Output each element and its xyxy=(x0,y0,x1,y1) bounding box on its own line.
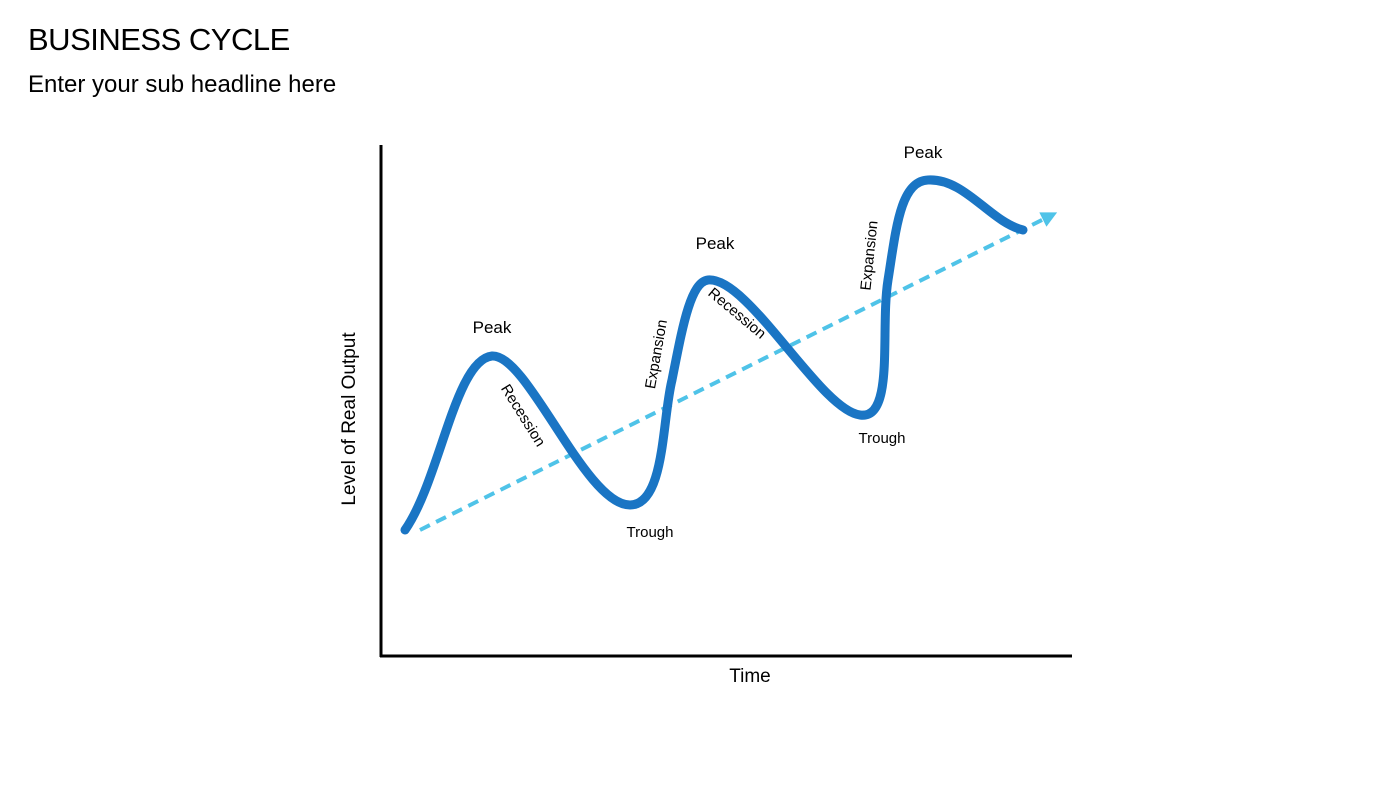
slide-subtitle: Enter your sub headline here xyxy=(28,71,337,98)
slide-title: BUSINESS CYCLE xyxy=(28,22,290,57)
expansion-label-1: Expansion xyxy=(642,318,671,390)
trough-label-1: Trough xyxy=(627,524,674,541)
expansion-label-2: Expansion xyxy=(857,220,881,291)
peak-label-1: Peak xyxy=(473,318,512,337)
y-axis-label: Level of Real Output xyxy=(339,332,360,506)
peak-label-3: Peak xyxy=(904,143,943,162)
trough-label-2: Trough xyxy=(859,430,906,447)
business-cycle-curve xyxy=(400,175,1028,535)
recession-label-1: Recession xyxy=(497,381,549,449)
curve-end-point xyxy=(1019,226,1027,234)
x-axis-label: Time xyxy=(729,666,771,687)
trend-line xyxy=(419,212,1058,532)
peak-label-2: Peak xyxy=(696,234,735,253)
